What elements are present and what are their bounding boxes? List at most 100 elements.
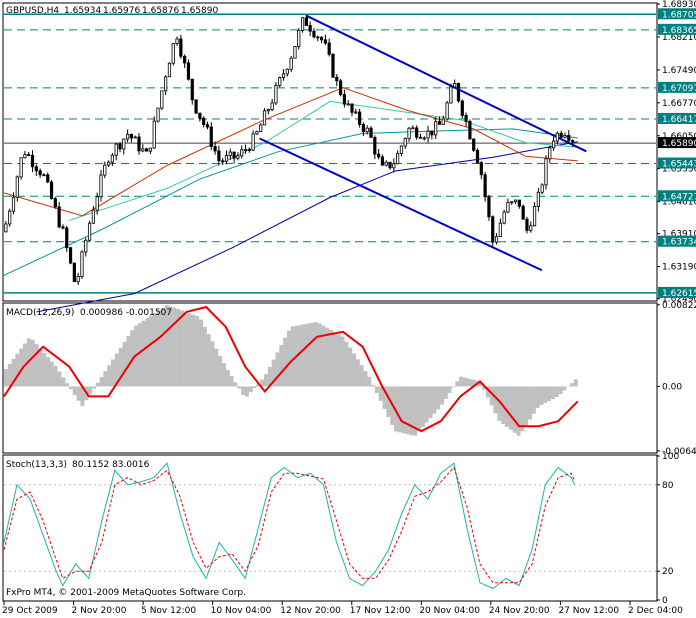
candle-body	[377, 153, 381, 158]
macd-histogram-bar	[432, 386, 437, 414]
candle-body	[548, 147, 552, 160]
stoch-panel	[3, 462, 656, 590]
candle-body	[532, 205, 537, 227]
candle-body	[53, 198, 57, 208]
candle-body	[15, 176, 19, 198]
candle-body	[506, 202, 510, 213]
candle-body	[34, 166, 38, 172]
macd-histogram-bar	[466, 378, 471, 387]
candle-body	[152, 120, 156, 149]
macd-histogram-bar	[524, 386, 529, 426]
macd-histogram-bar	[11, 358, 16, 387]
moving-average-mid	[3, 128, 578, 276]
macd-histogram-bar	[107, 365, 112, 387]
candle-body	[510, 201, 514, 204]
candle-body	[319, 36, 324, 41]
macd-histogram-bar	[298, 325, 303, 387]
candle-body	[335, 76, 339, 82]
macd-histogram-bar	[15, 353, 20, 387]
candle-body	[525, 218, 529, 231]
candle-body	[129, 133, 134, 139]
price-axis-label: 1.62490	[662, 295, 696, 305]
candle-body	[369, 127, 373, 138]
candle-body	[202, 117, 206, 125]
candle-body	[418, 136, 423, 139]
candle-body	[19, 157, 23, 178]
candle-body	[164, 76, 168, 92]
time-axis-label: 29 Oct 2009	[2, 606, 58, 616]
macd-histogram-bar	[290, 326, 295, 387]
candle-body	[373, 136, 377, 155]
candle-body	[551, 140, 556, 149]
macd-histogram-bar	[489, 386, 494, 406]
candle-body	[437, 121, 442, 125]
price-axis-label: 1.63910	[662, 230, 696, 240]
macd-histogram-bar	[187, 313, 192, 387]
candle-body	[126, 133, 130, 140]
macd-histogram-bar	[141, 320, 146, 387]
candle-body	[190, 78, 194, 101]
macd-histogram-bar	[478, 382, 483, 387]
level-label: 1.67097	[662, 84, 696, 94]
candle-body	[540, 184, 544, 193]
candle-body	[323, 39, 327, 44]
candle-body	[137, 136, 141, 152]
macd-histogram-bar	[61, 377, 66, 387]
candle-body	[72, 262, 76, 283]
candle-body	[46, 174, 50, 183]
ohlc-high: 1.65976	[103, 6, 140, 16]
macd-histogram-bar	[103, 371, 108, 387]
level-label: 1.68705	[662, 10, 696, 20]
macd-histogram-bar	[527, 386, 532, 420]
candle-body	[300, 17, 305, 31]
macd-histogram-bar	[367, 376, 372, 387]
macd-histogram-bar	[275, 352, 280, 387]
macd-histogram-bar	[30, 339, 35, 387]
candle-body	[483, 174, 487, 198]
macd-histogram-bar	[49, 361, 54, 387]
macd-histogram-bar	[91, 386, 96, 389]
candle-body	[449, 86, 453, 104]
candle-body	[122, 138, 126, 150]
candle-body	[281, 73, 286, 78]
candle-body	[148, 147, 153, 152]
macd-axis-label: 0.008220	[662, 301, 696, 311]
price-axis-label: 1.65330	[662, 165, 696, 175]
candle-body	[247, 149, 251, 151]
candle-body	[183, 55, 187, 64]
candle-body	[251, 133, 255, 151]
macd-histogram-bar	[378, 386, 383, 401]
macd-histogram-bar	[176, 309, 181, 387]
candle-body	[221, 160, 225, 163]
candle-body	[563, 134, 567, 138]
stoch-signal-line	[3, 466, 575, 584]
candle-body	[141, 148, 145, 152]
macd-histogram-bar	[436, 386, 441, 410]
macd-histogram-bar	[336, 334, 341, 387]
macd-histogram-bar	[348, 347, 353, 387]
candle-body	[99, 174, 103, 198]
macd-histogram-bar	[72, 386, 77, 395]
macd-panel-frame	[2, 302, 658, 454]
macd-histogram-bar	[394, 386, 399, 432]
macd-histogram-bar	[424, 386, 429, 423]
macd-histogram-bar	[317, 323, 322, 387]
candle-body	[365, 127, 369, 133]
macd-histogram-bar	[409, 386, 414, 436]
candle-body	[354, 111, 358, 114]
macd-histogram-bar	[183, 311, 188, 387]
time-axis-label: 17 Nov 12:00	[350, 606, 411, 616]
macd-histogram-bar	[382, 386, 387, 409]
candle-body	[502, 211, 506, 224]
macd-histogram-bar	[302, 324, 307, 387]
candle-body	[430, 130, 434, 136]
candle-body	[106, 161, 111, 166]
macd-histogram-bar	[195, 316, 200, 387]
current-price-label-bg	[658, 137, 696, 149]
macd-histogram-bar	[359, 365, 364, 387]
macd-histogram-bar	[550, 386, 555, 400]
macd-histogram-bar	[340, 336, 345, 387]
candle-body	[266, 109, 270, 112]
candle-body	[110, 154, 114, 163]
macd-histogram-bar	[244, 386, 249, 397]
